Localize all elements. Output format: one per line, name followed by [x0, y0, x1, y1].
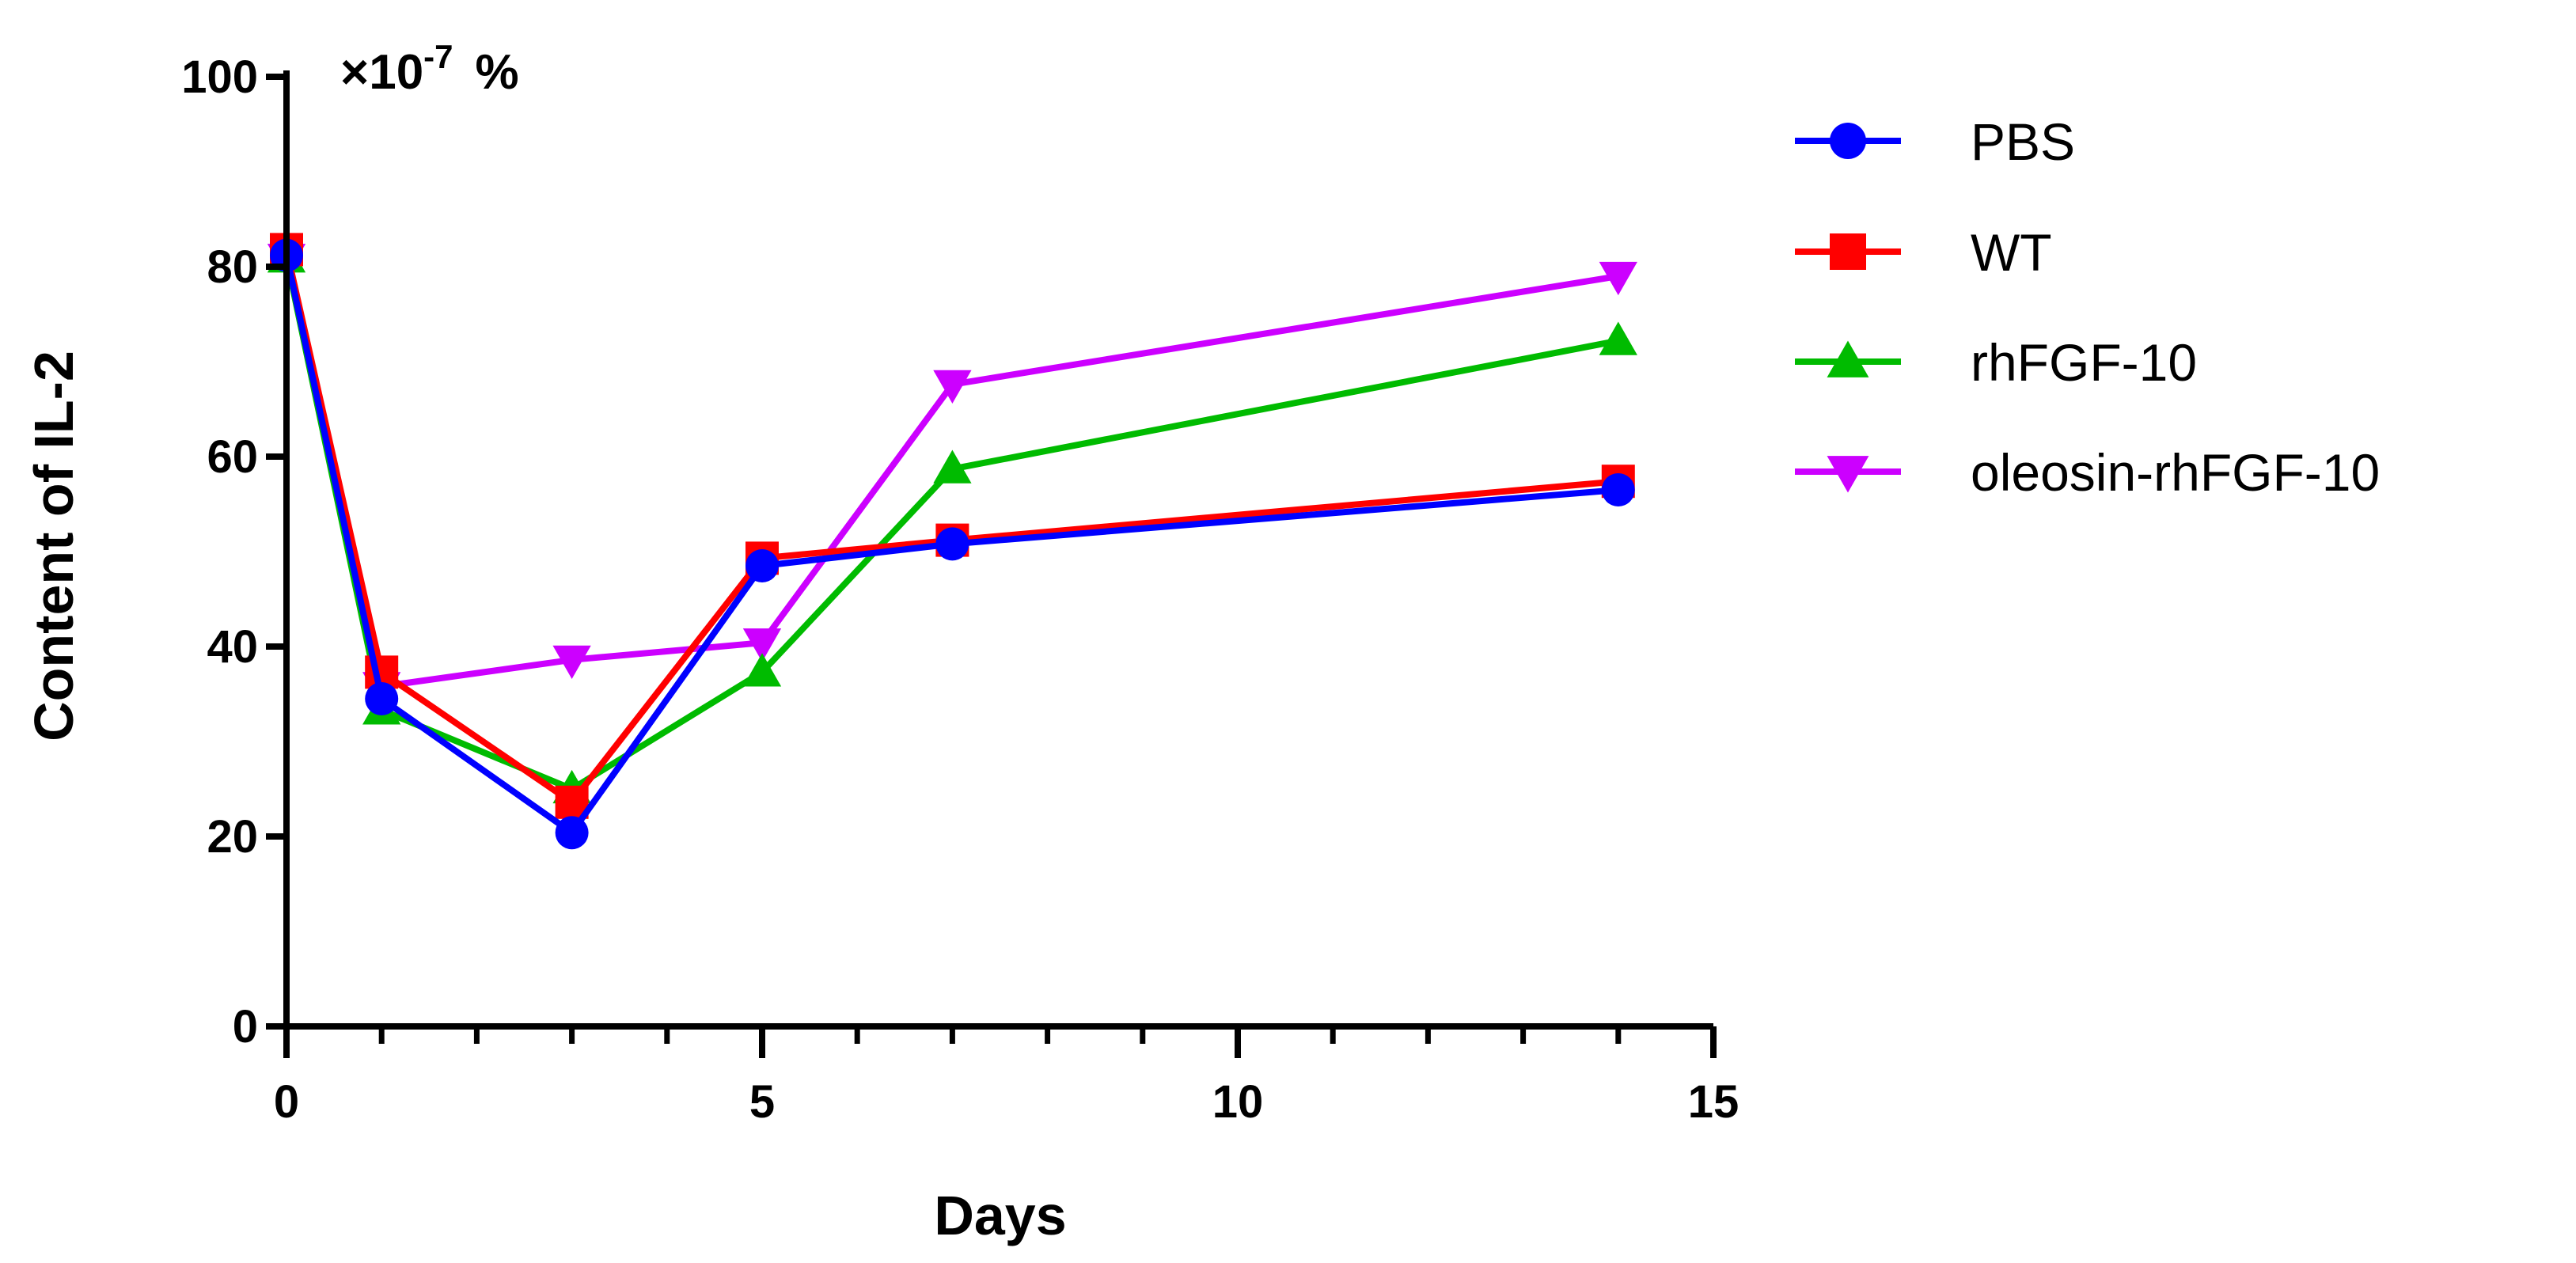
data-point: [1601, 473, 1635, 506]
y-axis-title: Content of IL-2: [23, 351, 85, 741]
data-point: [935, 527, 969, 561]
legend-item: oleosin-rhFGF-10: [1795, 443, 2380, 502]
legend-swatch-marker: [1827, 456, 1869, 493]
legend-item: rhFGF-10: [1795, 333, 2197, 392]
x-tick-label: 5: [749, 1076, 775, 1128]
series-wt: [270, 233, 1635, 819]
series-line: [283, 254, 1619, 836]
plot-area: [267, 233, 1637, 850]
legend-label: PBS: [1971, 112, 2075, 171]
legend: PBS WT rhFGF-10 oleosin-rhFGF-10: [1795, 112, 2380, 502]
x-tick-label: 10: [1212, 1076, 1264, 1128]
legend-swatch-marker: [1830, 233, 1866, 270]
series-pbs: [270, 238, 1635, 850]
x-tick-label: 0: [274, 1076, 299, 1128]
unit-base: ×10: [340, 45, 423, 100]
data-point: [555, 816, 589, 850]
x-axis-title: Days: [934, 1185, 1066, 1246]
data-point: [742, 653, 782, 687]
data-point: [1599, 261, 1637, 296]
data-point: [745, 549, 779, 582]
y-tick-label: 20: [207, 811, 258, 863]
legend-label: WT: [1971, 223, 2052, 282]
x-tick-label: 15: [1688, 1076, 1739, 1128]
legend-item: PBS: [1795, 112, 2075, 171]
series-line: [283, 248, 1619, 806]
data-point: [933, 449, 972, 484]
series-rhfgf-10: [267, 239, 1637, 804]
y-tick-label: 40: [207, 621, 258, 673]
y-tick-label: 100: [181, 51, 258, 103]
data-point: [365, 682, 399, 715]
data-point: [933, 370, 972, 404]
legend-label: rhFGF-10: [1971, 333, 2197, 392]
y-tick-label: 0: [233, 1001, 258, 1052]
data-point: [1599, 321, 1637, 355]
data-point: [552, 645, 591, 679]
legend-swatch-marker: [1827, 340, 1869, 377]
unit-suffix: %: [476, 45, 519, 100]
y-unit-label: ×10-7%: [340, 38, 519, 100]
data-point: [742, 628, 782, 662]
unit-exponent: -7: [423, 38, 453, 75]
legend-label: oleosin-rhFGF-10: [1971, 443, 2380, 502]
legend-swatch-marker: [1830, 123, 1866, 159]
y-tick-label: 80: [207, 241, 258, 293]
y-tick-label: 60: [207, 431, 258, 483]
legend-item: WT: [1795, 223, 2052, 282]
axes: 0 20 40 60 80 100 0 5 10 15: [181, 51, 1739, 1128]
